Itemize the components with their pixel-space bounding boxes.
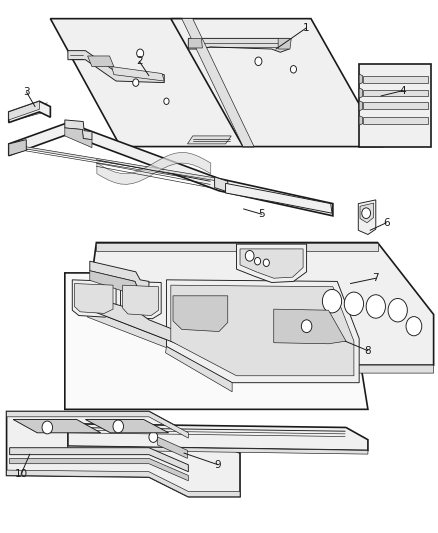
Polygon shape bbox=[278, 38, 291, 49]
Polygon shape bbox=[9, 123, 333, 216]
Polygon shape bbox=[359, 116, 363, 125]
Polygon shape bbox=[226, 183, 332, 213]
Text: 6: 6 bbox=[383, 218, 390, 228]
Polygon shape bbox=[74, 284, 113, 313]
Text: 5: 5 bbox=[258, 209, 265, 219]
Polygon shape bbox=[7, 470, 240, 497]
Text: 8: 8 bbox=[364, 346, 371, 356]
Text: 4: 4 bbox=[399, 86, 406, 95]
Text: 10: 10 bbox=[14, 470, 28, 479]
Text: 2: 2 bbox=[136, 56, 143, 66]
Circle shape bbox=[322, 289, 342, 313]
Polygon shape bbox=[359, 64, 431, 147]
Polygon shape bbox=[188, 38, 202, 48]
Polygon shape bbox=[90, 271, 149, 300]
Polygon shape bbox=[68, 424, 368, 450]
Circle shape bbox=[149, 432, 158, 442]
Polygon shape bbox=[274, 309, 346, 344]
Polygon shape bbox=[9, 101, 39, 120]
Circle shape bbox=[344, 292, 364, 316]
Polygon shape bbox=[358, 200, 376, 235]
Text: 3: 3 bbox=[23, 87, 30, 96]
Circle shape bbox=[366, 295, 385, 318]
Polygon shape bbox=[112, 67, 164, 81]
Polygon shape bbox=[240, 249, 303, 278]
Circle shape bbox=[133, 79, 139, 86]
Circle shape bbox=[164, 98, 169, 104]
Polygon shape bbox=[166, 280, 359, 383]
Polygon shape bbox=[173, 296, 228, 332]
Polygon shape bbox=[96, 243, 378, 251]
Polygon shape bbox=[65, 120, 92, 140]
Polygon shape bbox=[13, 419, 101, 433]
Polygon shape bbox=[171, 19, 383, 147]
Circle shape bbox=[42, 421, 53, 434]
Polygon shape bbox=[120, 281, 161, 319]
Polygon shape bbox=[9, 144, 219, 181]
Polygon shape bbox=[88, 243, 434, 365]
Circle shape bbox=[113, 420, 124, 433]
Polygon shape bbox=[363, 76, 428, 83]
Polygon shape bbox=[363, 90, 428, 96]
Circle shape bbox=[406, 317, 422, 336]
Circle shape bbox=[245, 251, 254, 261]
Polygon shape bbox=[7, 411, 188, 438]
Circle shape bbox=[301, 320, 312, 333]
Polygon shape bbox=[188, 38, 289, 52]
Circle shape bbox=[362, 208, 371, 219]
Polygon shape bbox=[182, 19, 254, 147]
Polygon shape bbox=[68, 446, 368, 454]
Polygon shape bbox=[171, 285, 354, 376]
Polygon shape bbox=[363, 102, 428, 109]
Circle shape bbox=[254, 257, 261, 265]
Polygon shape bbox=[360, 203, 374, 223]
Polygon shape bbox=[50, 19, 254, 147]
Polygon shape bbox=[68, 51, 164, 83]
Text: 9: 9 bbox=[215, 460, 222, 470]
Polygon shape bbox=[187, 136, 231, 144]
Circle shape bbox=[388, 298, 407, 322]
Polygon shape bbox=[88, 309, 434, 373]
Polygon shape bbox=[7, 411, 240, 497]
Polygon shape bbox=[65, 128, 92, 148]
Polygon shape bbox=[85, 419, 169, 433]
Polygon shape bbox=[65, 273, 368, 409]
Polygon shape bbox=[359, 74, 363, 84]
Polygon shape bbox=[9, 140, 26, 156]
Text: 1: 1 bbox=[303, 23, 310, 33]
Polygon shape bbox=[10, 458, 188, 481]
Circle shape bbox=[290, 66, 297, 73]
Polygon shape bbox=[359, 88, 363, 98]
Polygon shape bbox=[363, 117, 428, 124]
Circle shape bbox=[137, 49, 144, 58]
Polygon shape bbox=[88, 298, 232, 365]
Circle shape bbox=[263, 259, 269, 266]
Circle shape bbox=[255, 57, 262, 66]
Polygon shape bbox=[166, 346, 232, 392]
Polygon shape bbox=[123, 285, 159, 316]
Polygon shape bbox=[90, 261, 149, 290]
Polygon shape bbox=[359, 101, 363, 111]
Polygon shape bbox=[72, 280, 116, 317]
Polygon shape bbox=[10, 448, 188, 472]
Text: 7: 7 bbox=[372, 273, 379, 283]
Polygon shape bbox=[158, 437, 187, 458]
Polygon shape bbox=[215, 177, 228, 192]
Polygon shape bbox=[88, 56, 114, 67]
Polygon shape bbox=[237, 244, 307, 282]
Polygon shape bbox=[9, 101, 50, 123]
